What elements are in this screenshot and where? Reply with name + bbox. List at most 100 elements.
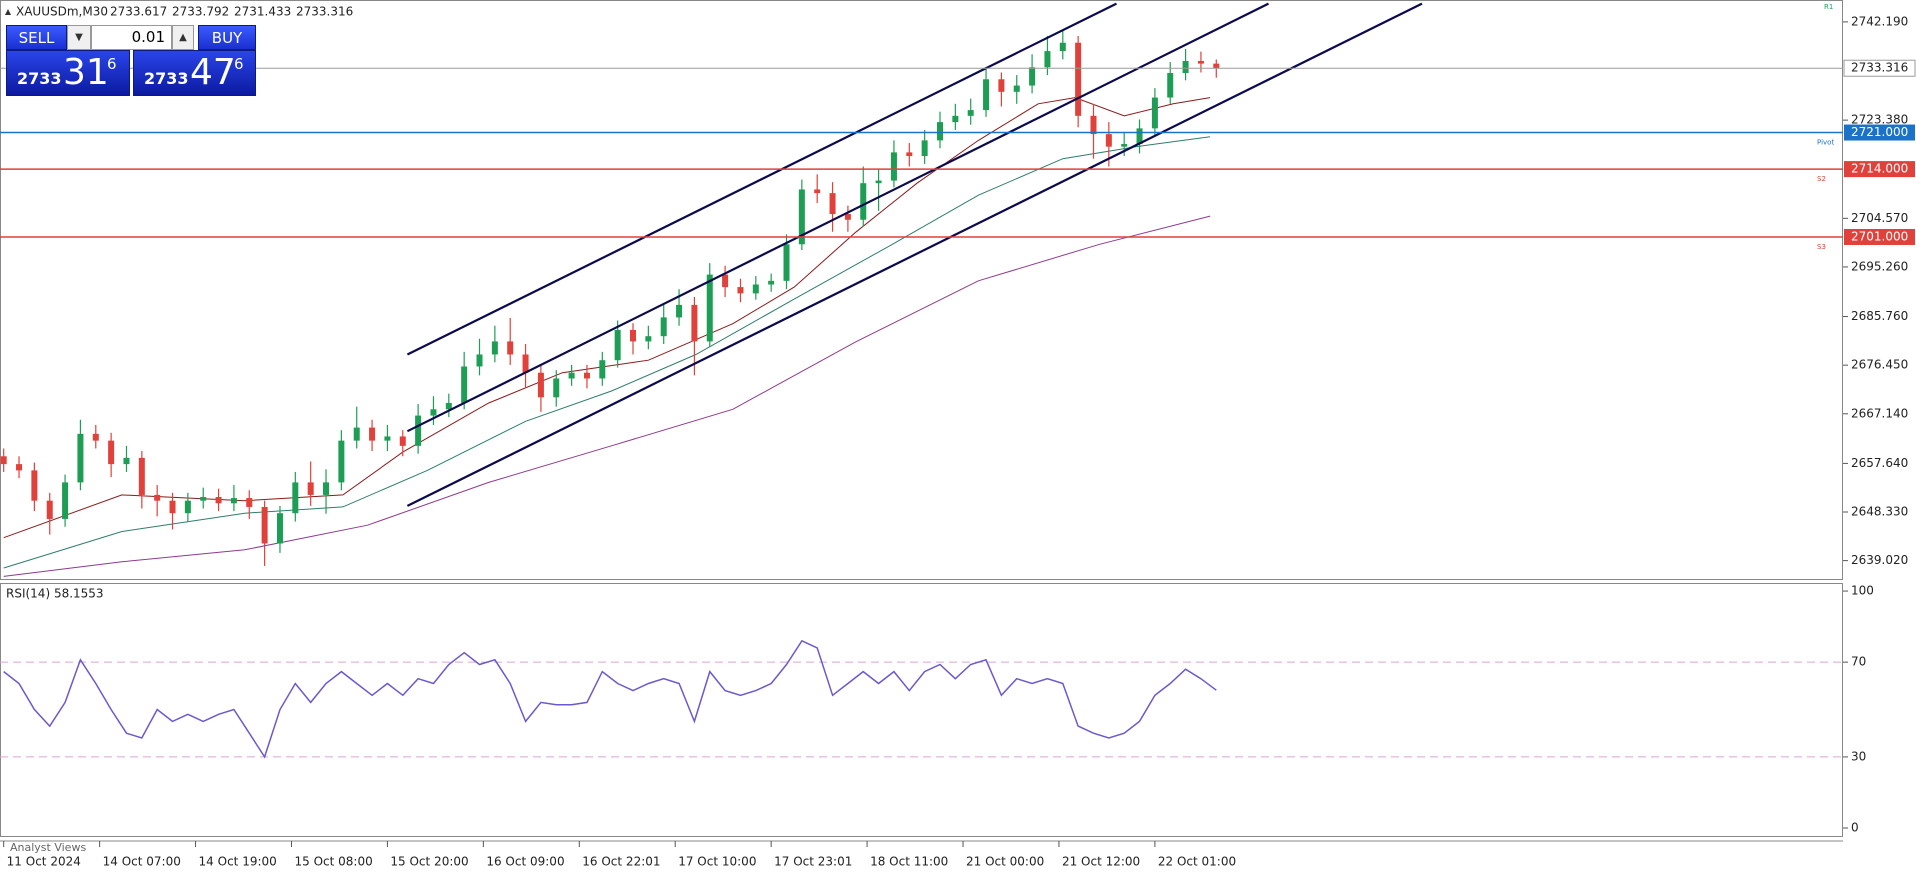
candle-body — [154, 494, 161, 501]
candle-body — [1121, 144, 1128, 147]
candle-body — [369, 427, 376, 441]
price-pane-frame — [0, 0, 1843, 580]
candle-body — [599, 360, 606, 379]
buy-price[interactable]: 2733 47 6 — [133, 50, 256, 96]
x-tick-label: 17 Oct 10:00 — [678, 855, 756, 869]
header-open: 2733.617 — [110, 5, 167, 19]
y-tick-label: 2676.450 — [1851, 358, 1908, 372]
level-name: S2 — [1817, 175, 1826, 183]
candle-body — [906, 152, 913, 157]
candle-body — [1197, 61, 1204, 64]
candle-body — [722, 274, 729, 288]
candle-body — [645, 336, 652, 342]
candle-body — [660, 317, 667, 337]
channel-line — [406, 2, 1423, 507]
candle-body — [169, 500, 176, 514]
x-tick-label: 11 Oct 2024 — [7, 855, 81, 869]
candle-body — [983, 79, 990, 111]
candle-body — [1182, 61, 1189, 74]
candle-body — [1105, 134, 1112, 147]
x-tick-label: 16 Oct 09:00 — [486, 855, 564, 869]
candle-body — [752, 284, 759, 294]
candle-body — [936, 122, 943, 141]
candle-body — [0, 456, 7, 465]
x-tick-label: 21 Oct 12:00 — [1062, 855, 1140, 869]
candle-body — [814, 189, 821, 194]
x-tick-label: 18 Oct 11:00 — [870, 855, 948, 869]
x-tick-label: 22 Oct 01:00 — [1158, 855, 1236, 869]
candle-body — [292, 482, 299, 514]
level-name: Pivot — [1817, 139, 1834, 147]
candle-body — [890, 152, 897, 181]
sell-price[interactable]: 2733 31 6 — [6, 50, 130, 96]
candle-body — [998, 79, 1005, 92]
y-tick-label: 2667.140 — [1851, 406, 1908, 420]
moving-average — [3, 97, 1211, 539]
candle-body — [108, 440, 115, 465]
level-price-box — [1844, 124, 1915, 141]
x-tick-label: 16 Oct 22:01 — [582, 855, 660, 869]
sell-button[interactable]: SELL — [6, 25, 67, 50]
x-tick-label: 14 Oct 07:00 — [103, 855, 181, 869]
lot-input[interactable]: 0.01 — [91, 25, 172, 50]
candle-body — [430, 409, 437, 416]
candle-body — [737, 287, 744, 294]
candle-body — [1075, 42, 1082, 116]
y-tick-label: 70 — [1851, 655, 1866, 669]
moving-average — [3, 136, 1211, 569]
level-price-label: 2714.000 — [1851, 162, 1908, 176]
price-digits: 47 — [190, 52, 236, 93]
collapse-icon[interactable] — [5, 9, 11, 15]
level-price-label: 2721.000 — [1851, 125, 1908, 139]
lot-down[interactable]: ▼ — [67, 25, 91, 50]
x-tick-label: 17 Oct 23:01 — [774, 855, 852, 869]
candle-body — [200, 497, 207, 501]
level-name: S3 — [1817, 243, 1826, 251]
y-tick-label: 2639.020 — [1851, 553, 1908, 567]
y-tick-label: 2704.570 — [1851, 211, 1908, 225]
candle-body — [614, 329, 621, 361]
candle-body — [1151, 97, 1158, 129]
lot-up[interactable]: ▲ — [172, 25, 194, 50]
candle-body — [507, 341, 514, 355]
candle-body — [62, 482, 69, 519]
x-tick-label: 15 Oct 08:00 — [294, 855, 372, 869]
price-last: 6 — [107, 55, 117, 73]
candle-body — [184, 500, 191, 514]
y-tick-label: 0 — [1851, 820, 1859, 834]
candle-body — [461, 366, 468, 404]
y-tick-label: 100 — [1851, 584, 1874, 598]
header-high: 2733.792 — [172, 5, 229, 19]
candle-body — [583, 372, 590, 379]
candle-body — [307, 482, 314, 495]
candle-body — [768, 280, 775, 285]
y-tick-label: 2723.380 — [1851, 113, 1908, 127]
level-price-box — [1844, 161, 1915, 178]
candle-body — [537, 372, 544, 398]
candle-body — [1059, 42, 1066, 52]
candle-body — [31, 470, 38, 501]
candle-body — [1136, 128, 1143, 145]
candle-body — [46, 500, 53, 519]
candle-body — [323, 482, 330, 495]
candle-body — [138, 457, 145, 495]
rsi-pane-frame — [0, 583, 1843, 837]
candle-body — [92, 433, 99, 441]
x-tick-label: 14 Oct 19:00 — [199, 855, 277, 869]
y-tick-label: 30 — [1851, 749, 1866, 763]
rsi-line — [3, 639, 1217, 759]
candle-body — [921, 140, 928, 157]
candle-body — [706, 274, 713, 342]
y-tick-label: 2648.330 — [1851, 505, 1908, 519]
analyst-views[interactable]: Analyst Views — [10, 841, 86, 854]
y-tick-label: 2685.760 — [1851, 309, 1908, 323]
buy-button[interactable]: BUY — [198, 25, 256, 50]
candle-body — [215, 497, 222, 504]
candle-body — [522, 354, 529, 373]
price-big: 2733 — [144, 69, 189, 88]
candle-body — [1090, 115, 1097, 135]
level-price-box — [1844, 228, 1915, 245]
candle-body — [553, 378, 560, 398]
